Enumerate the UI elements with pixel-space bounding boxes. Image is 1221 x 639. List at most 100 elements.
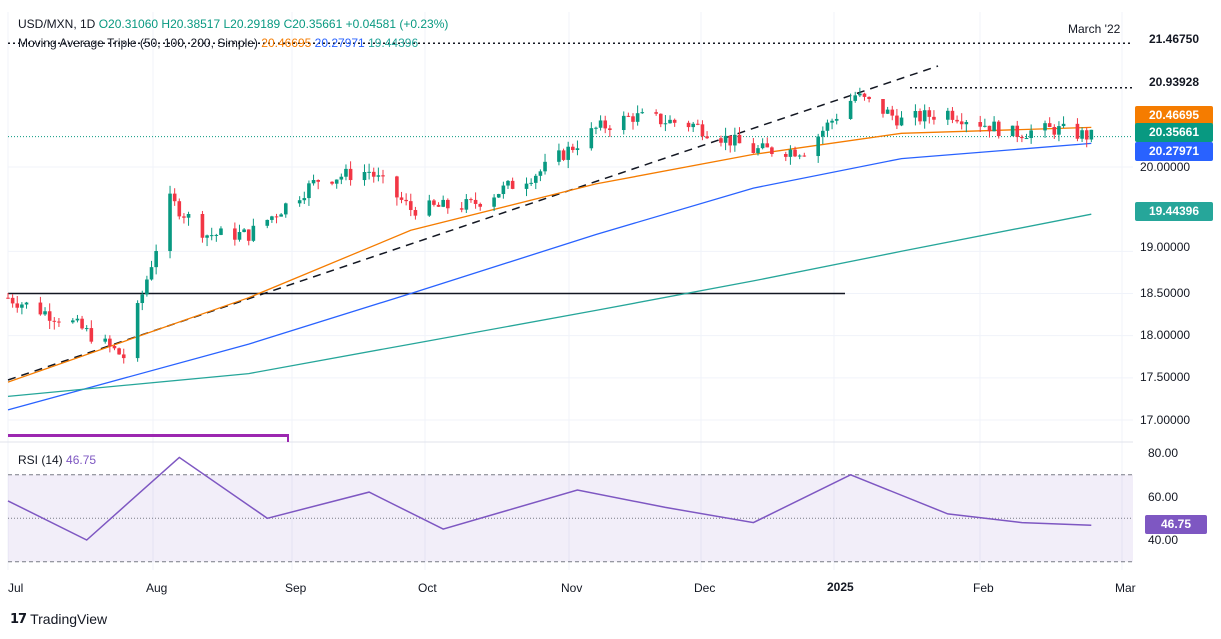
rsi-band bbox=[8, 474, 1133, 562]
candle-body bbox=[575, 148, 580, 151]
candle-body bbox=[932, 116, 936, 120]
candle-body bbox=[723, 135, 728, 143]
candle-body bbox=[469, 199, 473, 201]
candle-body bbox=[237, 232, 242, 240]
candle-body bbox=[561, 150, 566, 160]
candle-body bbox=[246, 229, 251, 241]
candle-body bbox=[80, 318, 84, 329]
candle-body bbox=[413, 210, 418, 216]
candle-body bbox=[307, 183, 311, 199]
candle-body bbox=[922, 110, 927, 122]
price-tag-label: 19.44396 bbox=[1135, 202, 1213, 221]
candle-body bbox=[751, 143, 756, 154]
candle-body bbox=[658, 113, 663, 125]
price-axis-label: 17.00000 bbox=[1140, 413, 1191, 427]
price-tag-label: 20.27971 bbox=[1135, 142, 1213, 161]
candle-body bbox=[135, 303, 140, 359]
candle-body bbox=[10, 297, 15, 304]
candle-body bbox=[696, 123, 700, 125]
candle-body bbox=[853, 95, 858, 101]
candle-body bbox=[149, 267, 154, 280]
candle-body bbox=[24, 302, 29, 305]
price-axis-label: 18.00000 bbox=[1140, 328, 1191, 342]
price-axis-label: 17.50000 bbox=[1140, 370, 1191, 384]
candle-body bbox=[1080, 130, 1084, 139]
candle-body bbox=[404, 199, 408, 202]
candle-body bbox=[279, 214, 283, 217]
tradingview-logo-icon: 𝟭𝟳 bbox=[10, 611, 27, 626]
candle-body bbox=[1010, 125, 1015, 137]
symbol-label: USD/MXN, 1D bbox=[18, 17, 96, 31]
candle-body bbox=[140, 294, 145, 304]
candle-body bbox=[571, 146, 575, 151]
candle-body bbox=[182, 216, 186, 218]
candle-body bbox=[631, 116, 635, 122]
time-axis-label: Mar bbox=[1115, 581, 1136, 595]
candle-body bbox=[154, 251, 158, 268]
candle-body bbox=[756, 148, 760, 154]
candle-body bbox=[84, 328, 89, 330]
candle-body bbox=[316, 180, 320, 182]
candle-body bbox=[1020, 136, 1024, 139]
candle-body bbox=[339, 176, 344, 180]
candle-body bbox=[691, 123, 695, 128]
ma200-value: 19.44396 bbox=[368, 36, 419, 50]
candle-body bbox=[344, 168, 348, 177]
candle-body bbox=[668, 119, 672, 124]
candle-body bbox=[959, 121, 964, 125]
candle-body bbox=[895, 115, 899, 126]
candle-body bbox=[927, 110, 932, 117]
rsi-label: RSI (14) bbox=[18, 453, 63, 467]
candle-body bbox=[371, 171, 376, 177]
candle-body bbox=[330, 181, 334, 184]
candle-body bbox=[524, 183, 529, 189]
time-axis-label: Jul bbox=[8, 581, 24, 595]
rsi-value: 46.75 bbox=[66, 453, 97, 467]
candle-body bbox=[950, 110, 955, 120]
candle-body bbox=[362, 172, 367, 181]
rsi-header: RSI (14) 46.75 bbox=[18, 453, 96, 467]
open-value: O20.31060 bbox=[98, 17, 159, 31]
candle-body bbox=[177, 201, 182, 217]
candle-body bbox=[408, 201, 413, 211]
rsi-axis-label: 80.00 bbox=[1148, 446, 1179, 460]
candle-body bbox=[834, 118, 839, 121]
candle-body bbox=[543, 161, 547, 172]
candle-body bbox=[75, 318, 80, 321]
candle-body bbox=[529, 182, 533, 184]
time-axis-label: Aug bbox=[146, 581, 168, 595]
high-value: H20.38517 bbox=[161, 17, 221, 31]
candle-body bbox=[890, 109, 895, 116]
candle-body bbox=[538, 171, 543, 176]
candle-body bbox=[964, 122, 969, 125]
candle-body bbox=[334, 179, 339, 184]
candle-body bbox=[464, 199, 469, 210]
trend-line bbox=[7, 65, 939, 381]
candle-body bbox=[38, 302, 43, 315]
candle-body bbox=[918, 111, 922, 122]
candle-body bbox=[89, 328, 94, 342]
candle-body bbox=[760, 143, 765, 149]
candle-body bbox=[1057, 126, 1061, 135]
candle-body bbox=[621, 115, 626, 131]
rsi-axis-label: 40.00 bbox=[1148, 533, 1179, 547]
price-tag-label: 20.35661 bbox=[1135, 123, 1213, 142]
candle-body bbox=[367, 171, 371, 173]
candle-body bbox=[788, 149, 793, 157]
candle-body bbox=[1024, 138, 1029, 140]
candle-body bbox=[348, 168, 353, 181]
rsi-axis-label: 60.00 bbox=[1148, 490, 1179, 504]
candle-body bbox=[783, 153, 788, 157]
candle-body bbox=[830, 120, 834, 123]
candle-body bbox=[733, 134, 737, 146]
candle-body bbox=[52, 320, 57, 322]
tradingview-logo[interactable]: 𝟭𝟳 TradingView bbox=[10, 611, 107, 627]
candle-body bbox=[858, 93, 862, 96]
candle-body bbox=[432, 200, 436, 205]
candle-body bbox=[311, 180, 316, 184]
candle-body bbox=[598, 120, 603, 128]
candle-body bbox=[700, 124, 705, 137]
candle-body bbox=[200, 213, 205, 238]
time-axis-label: Feb bbox=[973, 581, 994, 595]
